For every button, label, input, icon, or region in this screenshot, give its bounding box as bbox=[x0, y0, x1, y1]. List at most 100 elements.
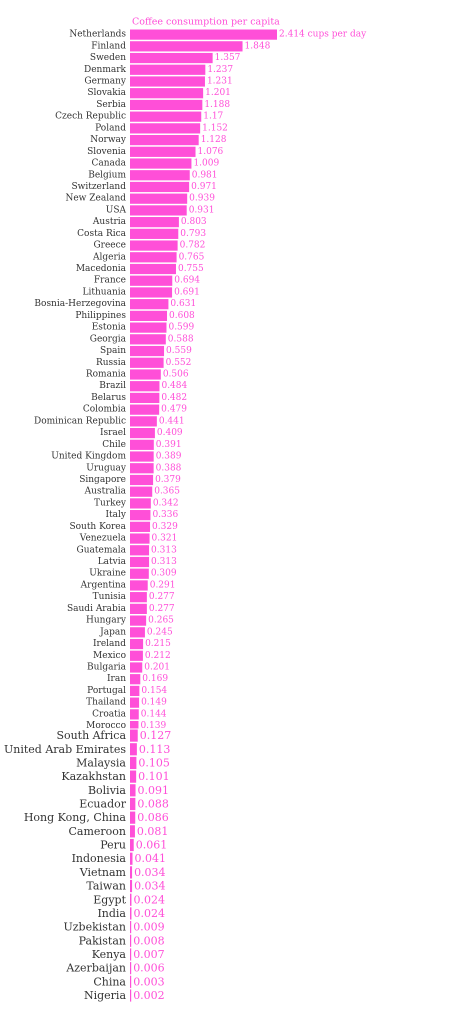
bar bbox=[130, 852, 133, 865]
bar bbox=[130, 510, 151, 521]
value-label: 0.631 bbox=[170, 299, 196, 309]
bar bbox=[130, 893, 132, 906]
bar bbox=[130, 252, 177, 263]
value-label: 1.009 bbox=[193, 159, 219, 169]
value-label: 0.081 bbox=[137, 825, 169, 838]
bar-row: Egypt 0.024 bbox=[93, 893, 165, 906]
bar-row: Cameroon 0.081 bbox=[68, 825, 168, 838]
value-label: 0.588 bbox=[168, 334, 194, 344]
category-label: New Zealand bbox=[65, 194, 126, 204]
bar bbox=[130, 404, 160, 415]
bar bbox=[130, 334, 166, 345]
bar bbox=[130, 41, 243, 52]
bar-row: Kenya 0.007 bbox=[92, 948, 165, 961]
value-label: 0.313 bbox=[151, 557, 177, 567]
bar bbox=[130, 838, 134, 852]
bar bbox=[130, 64, 206, 75]
value-label: 2.414 cups per day bbox=[279, 30, 367, 40]
value-label: 0.024 bbox=[133, 893, 165, 906]
category-label: Georgia bbox=[90, 334, 127, 344]
value-label: 0.309 bbox=[151, 569, 177, 579]
bar-row: Indonesia 0.041 bbox=[72, 852, 166, 865]
value-label: 0.409 bbox=[157, 428, 183, 438]
bar-row: Ireland 0.215 bbox=[93, 638, 171, 650]
category-label: Turkey bbox=[94, 498, 127, 508]
bar-row: Georgia 0.588 bbox=[90, 334, 194, 345]
value-label: 0.313 bbox=[151, 545, 177, 555]
bar-row: Iran 0.169 bbox=[107, 674, 168, 685]
category-label: Kazakhstan bbox=[61, 770, 126, 783]
bar bbox=[130, 381, 160, 392]
bar bbox=[130, 217, 179, 228]
category-label: Venezuela bbox=[79, 534, 127, 544]
bar-row: Estonia 0.599 bbox=[92, 322, 195, 333]
category-label: Morocco bbox=[86, 721, 126, 731]
value-label: 0.552 bbox=[166, 358, 192, 368]
category-label: Bosnia-Herzegovina bbox=[34, 299, 126, 309]
value-label: 0.113 bbox=[139, 743, 171, 756]
bar-row: USA 0.931 bbox=[106, 205, 214, 216]
value-label: 0.441 bbox=[159, 416, 185, 426]
bar bbox=[130, 729, 138, 742]
value-label: 0.981 bbox=[192, 170, 218, 180]
category-label: Belarus bbox=[91, 393, 126, 403]
category-label: South Africa bbox=[56, 729, 126, 742]
category-label: Taiwan bbox=[86, 880, 126, 893]
category-label: Colombia bbox=[83, 405, 127, 415]
value-label: 0.793 bbox=[180, 229, 206, 239]
value-label: 0.003 bbox=[133, 975, 165, 988]
value-label: 0.691 bbox=[174, 287, 200, 297]
bar-row: Finland 1.848 bbox=[91, 41, 271, 52]
bar-row: Greece 0.782 bbox=[93, 240, 206, 251]
value-label: 0.482 bbox=[161, 393, 187, 403]
bar-row: Philippines 0.608 bbox=[75, 310, 195, 321]
value-label: 0.212 bbox=[145, 651, 171, 661]
category-label: Slovakia bbox=[87, 88, 126, 98]
bar bbox=[130, 134, 199, 146]
value-label: 0.506 bbox=[163, 369, 189, 379]
bar bbox=[130, 545, 150, 556]
value-label: 0.008 bbox=[133, 934, 165, 947]
bar-row: Austria 0.803 bbox=[92, 217, 207, 228]
bar-row: Belgium 0.981 bbox=[88, 170, 218, 181]
value-label: 0.086 bbox=[137, 811, 169, 824]
category-label: Bulgaria bbox=[87, 662, 127, 672]
bar bbox=[130, 240, 178, 251]
category-label: Hong Kong, China bbox=[24, 811, 127, 824]
category-label: Uruguay bbox=[86, 463, 127, 473]
category-label: Austria bbox=[92, 217, 127, 227]
value-label: 0.342 bbox=[153, 498, 179, 508]
category-label: Ukraine bbox=[89, 569, 126, 579]
bar bbox=[130, 674, 141, 685]
value-label: 0.201 bbox=[144, 662, 170, 672]
value-label: 0.277 bbox=[149, 604, 175, 614]
value-label: 0.971 bbox=[191, 182, 217, 192]
bar-row: Saudi Arabia 0.277 bbox=[67, 603, 175, 614]
bar-row: United Arab Emirates 0.113 bbox=[4, 743, 170, 756]
bar bbox=[130, 975, 132, 988]
category-label: Cameroon bbox=[68, 825, 126, 838]
bar bbox=[130, 451, 154, 462]
bar bbox=[130, 345, 165, 357]
bar-row: Malaysia 0.105 bbox=[76, 756, 170, 769]
bar bbox=[130, 934, 132, 947]
bar bbox=[130, 962, 132, 975]
category-label: Canada bbox=[91, 159, 126, 169]
category-label: Macedonia bbox=[76, 264, 127, 274]
value-label: 0.782 bbox=[180, 241, 206, 251]
category-label: Norway bbox=[90, 135, 127, 145]
value-label: 0.034 bbox=[134, 880, 166, 893]
bar-row: Tunisia 0.277 bbox=[93, 592, 175, 603]
bar-row: Spain 0.559 bbox=[100, 345, 192, 357]
value-label: 0.061 bbox=[136, 839, 168, 852]
value-label: 0.041 bbox=[134, 852, 166, 865]
category-label: Kenya bbox=[92, 948, 127, 961]
value-label: 1.128 bbox=[201, 135, 227, 145]
category-label: Croatia bbox=[92, 709, 126, 719]
bar bbox=[130, 650, 143, 661]
category-label: Estonia bbox=[92, 323, 127, 333]
bar bbox=[130, 29, 277, 40]
value-label: 0.091 bbox=[138, 784, 170, 797]
value-label: 0.105 bbox=[138, 756, 170, 769]
category-label: Pakistan bbox=[79, 934, 126, 947]
